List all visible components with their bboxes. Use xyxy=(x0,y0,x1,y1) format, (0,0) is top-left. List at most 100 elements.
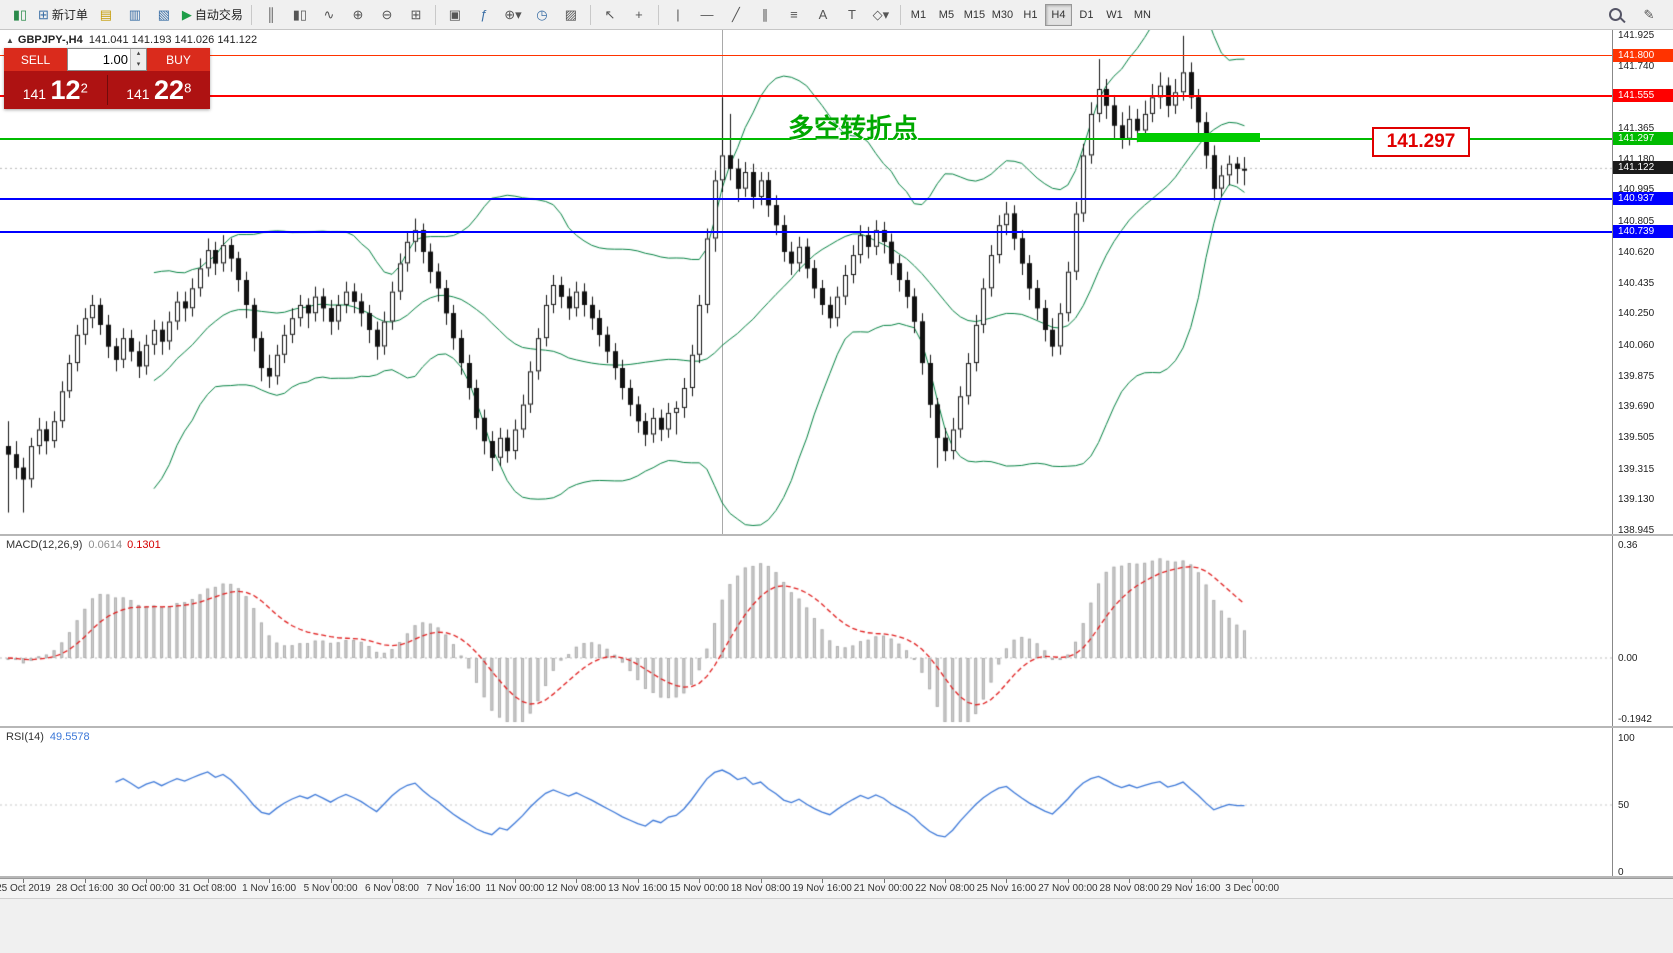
candlestick-mode-icon[interactable]: ▮▯ xyxy=(286,3,314,27)
timeframe-h1[interactable]: H1 xyxy=(1023,8,1038,21)
horizontal-line-tool-icon-glyph: — xyxy=(700,7,714,22)
period-clock-icon[interactable]: ◷ xyxy=(528,3,556,27)
crosshair-tool-icon[interactable]: + xyxy=(625,3,653,27)
bar-chart-mode-icon[interactable]: ║ xyxy=(257,3,285,27)
price-tick-label: 140.620 xyxy=(1618,246,1655,258)
toolbar-separator xyxy=(899,4,901,25)
cursor-tool-icon[interactable]: ↖ xyxy=(596,3,624,27)
candlestick-mode-icon-glyph: ▮▯ xyxy=(292,6,308,22)
timeframe-m15[interactable]: M15 xyxy=(963,8,986,21)
indicators-icon[interactable]: ƒ xyxy=(470,3,498,27)
price-chart-canvas[interactable] xyxy=(0,30,1612,534)
channel-tool-icon[interactable]: ∥ xyxy=(751,3,779,27)
price-tick-label: 138.945 xyxy=(1618,525,1655,536)
vertical-line-tool-icon-glyph: | xyxy=(676,7,680,22)
time-tick xyxy=(269,879,271,883)
rsi-axis-label: 50 xyxy=(1618,800,1630,811)
one-click-trading-panel: SELL ▴ ▾ BUY 141 122 141 22 xyxy=(4,48,210,109)
pencil-icon: ✎ xyxy=(1643,6,1655,22)
search-button[interactable] xyxy=(1601,3,1629,27)
sell-price-sup: 2 xyxy=(80,80,88,96)
templates-icon[interactable]: ▨ xyxy=(557,3,585,27)
time-tick xyxy=(637,879,639,883)
time-label: 6 Nov 08:00 xyxy=(365,883,419,894)
macd-axis-label: 0.00 xyxy=(1618,653,1638,664)
horizontal-line-tool-icon[interactable]: — xyxy=(693,3,721,27)
label-tool-icon[interactable]: T xyxy=(838,3,866,27)
vertical-line-tool-icon[interactable]: | xyxy=(664,3,692,27)
time-label: 21 Nov 00:00 xyxy=(853,883,914,894)
text-tool-icon-glyph: A xyxy=(818,7,828,22)
new-order-button[interactable]: ⊞ 新订单 xyxy=(35,3,91,27)
trendline-tool-icon-glyph: ╱ xyxy=(732,6,740,22)
resistance-line-141_800[interactable] xyxy=(0,55,1612,57)
resistance-line-141_555[interactable] xyxy=(0,95,1612,98)
time-tick xyxy=(84,879,86,883)
line-chart-mode-icon[interactable]: ∿ xyxy=(315,3,343,27)
autotrading-button[interactable]: ▶ 自动交易 xyxy=(179,3,246,27)
zoom-in-icon[interactable]: ⊕ xyxy=(344,3,372,27)
trendline-tool-icon[interactable]: ╱ xyxy=(722,3,750,27)
pane-divider-bottom[interactable] xyxy=(0,876,1673,878)
rsi-label: RSI(14) 49.5578 xyxy=(6,731,90,743)
sell-price[interactable]: 141 122 xyxy=(4,75,107,106)
toolbar-separator xyxy=(250,4,252,25)
navigator-icon[interactable]: ▧ xyxy=(150,3,178,27)
timeframe-w1[interactable]: W1 xyxy=(1106,8,1123,21)
price-axis-tag-140_739: 140.739 xyxy=(1613,225,1673,238)
price-chart-pane: ▲ GBPJPY-,H4 141.041 141.193 141.026 141.… xyxy=(0,30,1612,534)
market-watch-icon[interactable]: ▥ xyxy=(121,3,149,27)
timeframe-mn[interactable]: MN xyxy=(1133,8,1151,21)
timeframe-d1[interactable]: D1 xyxy=(1079,8,1094,21)
macd-pane: MACD(12,26,9) 0.0614 0.1301 xyxy=(0,536,1612,726)
zoom-out-icon[interactable]: ⊖ xyxy=(373,3,401,27)
timeframe-m5[interactable]: M5 xyxy=(938,8,955,21)
history-center-icon[interactable]: ▤ xyxy=(92,3,120,27)
one-click-collapse-icon[interactable]: ▲ xyxy=(6,36,14,45)
add-indicator-icon[interactable]: ⊕▾ xyxy=(499,3,527,27)
time-label: 28 Nov 08:00 xyxy=(1099,883,1160,894)
market-watch-icon-glyph: ▥ xyxy=(128,6,142,22)
chart-annotation-text[interactable]: 多空转折点 xyxy=(788,113,919,143)
time-tick xyxy=(330,879,332,883)
time-axis[interactable]: 25 Oct 2019 28 Oct 16:00 30 Oct 00:00 31 Oc… xyxy=(0,878,1673,899)
timeframe-m1[interactable]: M1 xyxy=(910,8,927,21)
time-tick xyxy=(1006,879,1008,883)
time-label: 31 Oct 08:00 xyxy=(179,883,237,894)
shapes-tool-icon[interactable]: ◇▾ xyxy=(867,3,895,27)
pane-divider-rsi[interactable] xyxy=(0,726,1673,728)
macd-canvas[interactable] xyxy=(0,536,1612,726)
buy-button[interactable]: BUY xyxy=(147,48,210,71)
autotrading-button-label: 自动交易 xyxy=(194,8,243,22)
rsi-canvas[interactable] xyxy=(0,728,1612,876)
buy-price[interactable]: 141 228 xyxy=(108,75,211,106)
price-callout-box[interactable]: 141.297 xyxy=(1372,127,1470,157)
timeframe-m30[interactable]: M30 xyxy=(991,8,1014,21)
arrange-windows-icon-glyph: ▣ xyxy=(448,6,462,22)
sell-button[interactable]: SELL xyxy=(4,48,67,71)
quick-edit-button[interactable]: ✎ xyxy=(1635,3,1663,27)
volume-input[interactable] xyxy=(68,49,130,70)
text-tool-icon[interactable]: A xyxy=(809,3,837,27)
arrange-windows-icon[interactable]: ▣ xyxy=(441,3,469,27)
volume-up-button[interactable]: ▴ xyxy=(131,49,146,60)
time-tick xyxy=(760,879,762,883)
search-icon xyxy=(1608,8,1622,21)
time-label: 30 Oct 00:00 xyxy=(117,883,175,894)
timeframe-h4[interactable]: H4 xyxy=(1044,3,1072,26)
support-line-140_739[interactable] xyxy=(0,231,1612,233)
price-tick-label: 139.130 xyxy=(1618,494,1655,506)
rsi-axis-label: 100 xyxy=(1618,733,1635,744)
crosshair-tool-icon-glyph: + xyxy=(635,7,643,22)
pane-divider-macd[interactable] xyxy=(0,534,1673,536)
pivot-line-141_297[interactable] xyxy=(0,138,1612,141)
volume-down-button[interactable]: ▾ xyxy=(131,59,146,70)
price-axis[interactable]: 141.925 141.740 141.365 141.180 140.995 140.8… xyxy=(1612,30,1673,898)
tile-windows-icon[interactable]: ⊞ xyxy=(402,3,430,27)
fibonacci-tool-icon-glyph: ≡ xyxy=(790,7,798,22)
pivot-highlight-zone[interactable] xyxy=(1136,133,1261,143)
support-line-140_937[interactable] xyxy=(0,198,1612,201)
fibonacci-tool-icon[interactable]: ≡ xyxy=(780,3,808,27)
app-chart-icon[interactable]: ▮▯ xyxy=(6,3,34,27)
price-tick-label: 140.250 xyxy=(1618,308,1655,320)
